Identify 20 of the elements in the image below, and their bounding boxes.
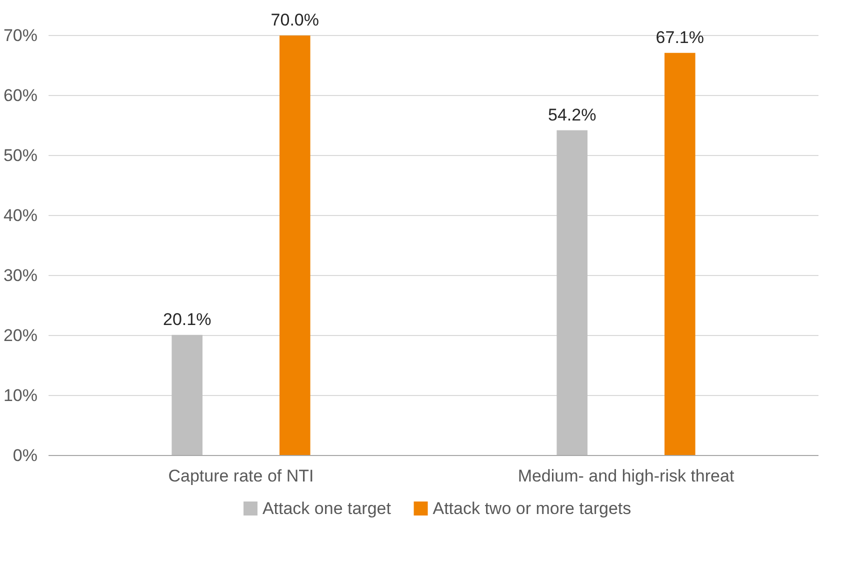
y-tick-label: 40% bbox=[3, 206, 38, 225]
data-label: 20.1% bbox=[163, 310, 212, 329]
bar bbox=[172, 334, 202, 456]
y-tick-label: 70% bbox=[3, 26, 38, 45]
x-tick-label: Medium- and high-risk threat bbox=[518, 466, 734, 486]
y-tick-label: 10% bbox=[3, 386, 38, 405]
legend-label: Attack one target bbox=[262, 499, 392, 518]
bar bbox=[280, 36, 310, 456]
y-tick-label: 50% bbox=[3, 146, 38, 165]
data-label: 54.2% bbox=[548, 105, 596, 124]
y-tick-label: 60% bbox=[3, 86, 38, 105]
y-tick-label: 30% bbox=[3, 266, 38, 285]
data-label: 67.1% bbox=[656, 28, 704, 47]
legend-label: Attack two or more targets bbox=[432, 499, 632, 518]
data-label: 70.0% bbox=[270, 10, 319, 30]
bar bbox=[664, 52, 696, 456]
x-tick-label: Capture rate of NTI bbox=[168, 466, 314, 486]
bar bbox=[556, 130, 588, 456]
y-tick-label: 0% bbox=[12, 446, 38, 465]
y-tick-label: 20% bbox=[3, 326, 38, 345]
